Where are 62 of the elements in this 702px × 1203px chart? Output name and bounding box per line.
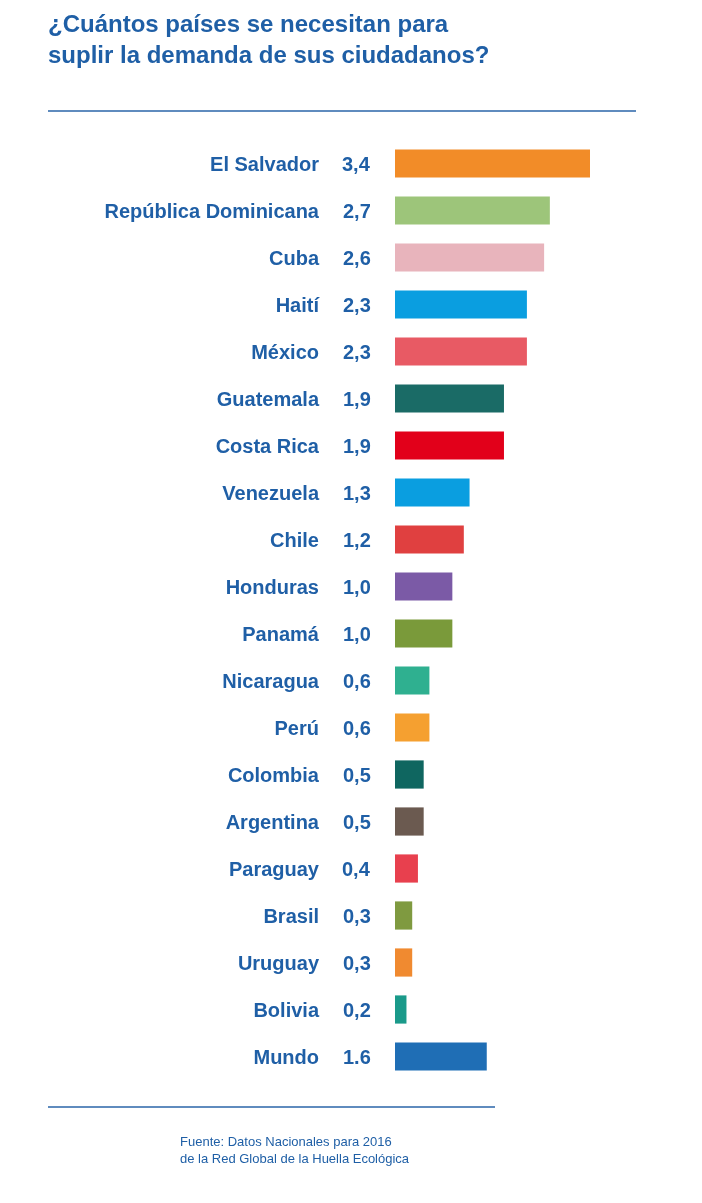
bar — [395, 243, 545, 272]
bar — [395, 1042, 487, 1071]
bar — [395, 572, 453, 601]
data-label: 1,3 — [343, 482, 371, 504]
data-label: 0,6 — [343, 717, 371, 739]
y-tick-label: México — [251, 340, 319, 363]
data-label: 2,6 — [343, 247, 371, 269]
data-label: 0,5 — [343, 811, 371, 833]
y-tick-label: Haití — [275, 293, 321, 316]
data-label: 1,9 — [343, 388, 371, 410]
y-tick-label: El Salvador — [210, 152, 320, 175]
data-label: 1,0 — [343, 576, 371, 598]
y-tick-label: Costa Rica — [215, 434, 320, 457]
data-label: 1,9 — [343, 435, 371, 457]
y-tick-label: Nicaragua — [222, 669, 320, 692]
bar — [395, 619, 453, 648]
bar — [395, 901, 413, 930]
bar — [395, 431, 504, 460]
source-note: Fuente: Datos Nacionales para 2016 de la Red Global de la Huella Ecológica — [180, 1134, 410, 1166]
data-label: 0,4 — [342, 858, 371, 880]
y-tick-label: Cuba — [269, 246, 320, 269]
chart-title: ¿Cuántos países se necesitan para suplir la demanda de sus ciudadanos? — [48, 10, 490, 69]
data-label: 2,3 — [343, 294, 371, 316]
y-tick-label: Bolivia — [253, 998, 320, 1021]
bar — [395, 666, 430, 695]
data-label: 1.6 — [343, 1046, 371, 1068]
y-tick-label: Mundo — [253, 1045, 319, 1068]
data-label: 0,3 — [343, 952, 371, 974]
data-label: 1,2 — [343, 529, 371, 551]
bar — [395, 384, 504, 413]
y-tick-label: Brasil — [263, 904, 319, 927]
bar — [395, 337, 527, 366]
bar — [395, 713, 430, 742]
bar — [395, 807, 424, 836]
y-tick-label: República Dominicana — [104, 199, 320, 222]
bar — [395, 948, 413, 977]
bar — [395, 149, 590, 178]
data-label: 3,4 — [342, 153, 371, 175]
y-tick-label: Uruguay — [237, 951, 320, 974]
data-label: 0,3 — [343, 905, 371, 927]
bar — [395, 525, 464, 554]
bar — [395, 196, 550, 225]
bar — [395, 760, 424, 789]
bar — [395, 854, 418, 883]
y-tick-label: Venezuela — [222, 481, 320, 504]
y-tick-label: Colombia — [227, 763, 320, 786]
y-tick-label: Guatemala — [216, 387, 320, 410]
data-label: 0,5 — [343, 764, 371, 786]
data-label: 2,3 — [343, 341, 371, 363]
y-tick-label: Honduras — [225, 575, 319, 598]
y-tick-label: Panamá — [242, 622, 320, 645]
bar — [395, 290, 527, 319]
bar — [395, 478, 470, 507]
data-label: 0,2 — [343, 999, 371, 1021]
data-label: 1,0 — [343, 623, 371, 645]
bar — [395, 995, 407, 1024]
y-tick-label: Perú — [274, 716, 319, 739]
y-tick-label: Argentina — [225, 810, 320, 833]
y-tick-label: Paraguay — [228, 857, 320, 880]
data-label: 2,7 — [343, 200, 371, 222]
y-tick-label: Chile — [270, 528, 319, 551]
data-label: 0,6 — [343, 670, 371, 692]
